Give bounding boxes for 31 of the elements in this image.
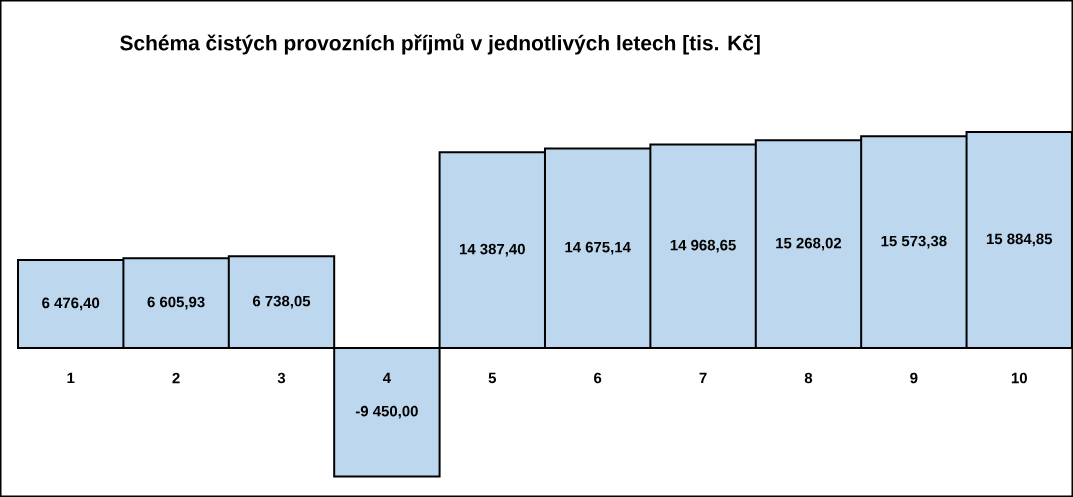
x-tick-label: 4: [382, 372, 391, 384]
chart-title: Schéma čistých provozních příjmů v jednotlivých letech [tis. Kč]: [120, 33, 760, 55]
bar: [123, 258, 229, 348]
x-tick-label: 7: [699, 372, 707, 384]
data-label: 6 605,93: [147, 296, 205, 310]
data-label: 6 476,40: [42, 297, 100, 311]
bar: [755, 140, 862, 348]
x-tick-label: 2: [172, 372, 180, 384]
data-label: 6 738,05: [252, 295, 311, 309]
bar: [334, 347, 440, 477]
data-label: 14 968,65: [670, 239, 736, 253]
data-label: 15 884,85: [986, 233, 1053, 247]
data-label: 15 573,38: [881, 235, 947, 249]
bar: [228, 256, 335, 348]
data-label: 14 675,14: [565, 241, 631, 255]
data-label: 15 268,02: [776, 237, 842, 251]
data-label: -9 450,00: [355, 405, 418, 419]
data-label: 14 387,40: [459, 243, 525, 257]
bar: [18, 259, 124, 348]
bar: [439, 152, 545, 348]
x-tick-label: 5: [488, 372, 497, 384]
x-tick-label: 6: [594, 372, 602, 384]
x-tick-label: 3: [277, 372, 286, 384]
bar: [650, 144, 756, 348]
bar: [965, 130, 1073, 349]
x-tick-label: 8: [804, 372, 813, 384]
bar: [544, 148, 651, 348]
x-tick-label: 1: [67, 372, 75, 384]
x-tick-label: 10: [1011, 372, 1027, 384]
bar: [861, 136, 967, 348]
x-tick-label: 9: [910, 372, 918, 384]
